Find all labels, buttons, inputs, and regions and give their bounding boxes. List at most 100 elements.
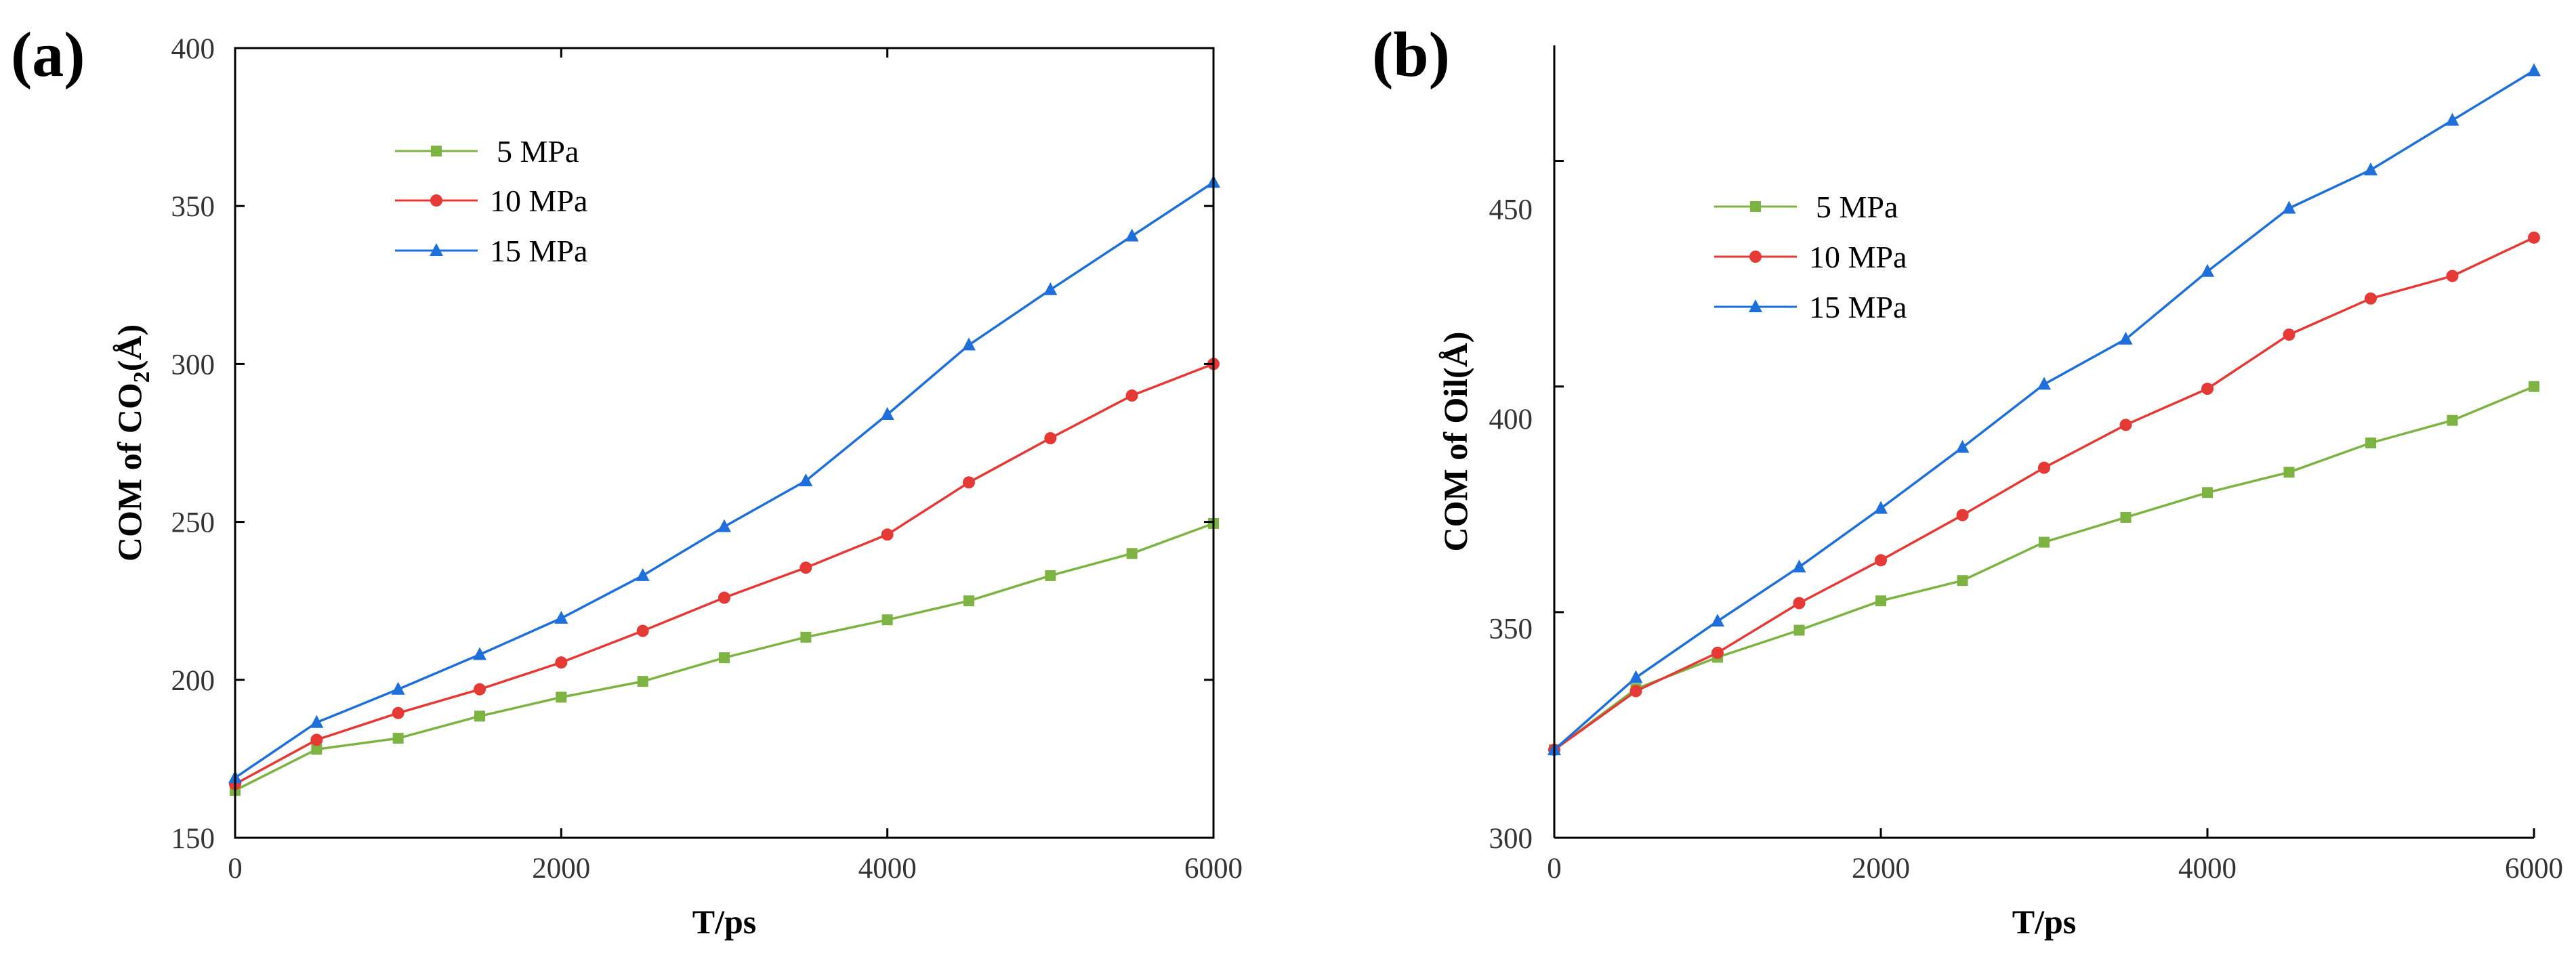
panel-b-ticks — [1553, 160, 2535, 839]
panel-a-point-10mpa-3 — [474, 683, 486, 696]
panel-a-ytick-label-3: 300 — [171, 349, 215, 381]
panel-a-y-axis-title-unit: (Å) — [110, 324, 148, 371]
panel-a-point-10mpa-11 — [1125, 389, 1138, 402]
panel-b-legend-marker-10mpa — [1749, 251, 1762, 263]
panel-b-line-10mpa — [1553, 236, 2535, 751]
panel-a-ytick-label-5: 400 — [171, 33, 215, 65]
panel-a-point-15mpa-2 — [391, 681, 405, 695]
panel-b-point-10mpa-10 — [2365, 292, 2377, 305]
panel-b-point-5mpa-6 — [2039, 536, 2050, 548]
panel-b-point-5mpa-7 — [2120, 511, 2132, 523]
panel-a-point-10mpa-4 — [555, 656, 568, 669]
panel-a-label: (a) — [11, 20, 85, 90]
panel-b-series-10mpa — [1548, 231, 2540, 756]
panel-a-legend-label-5mpa: 5 MPa — [497, 134, 579, 169]
panel-a-point-15mpa-11 — [1125, 228, 1139, 242]
panel-b-x-axis-title: T/ps — [2012, 903, 2077, 941]
panel-a-point-10mpa-1 — [310, 733, 323, 746]
panel-b-point-10mpa-6 — [2038, 461, 2050, 474]
panel-b: (b) 0 2000 4000 6000 300 350 400 450 T/p… — [1372, 20, 2563, 941]
panel-a-point-5mpa-2 — [392, 733, 404, 744]
panel-b-ytick-label-2: 400 — [1489, 404, 1533, 435]
panel-b-line-5mpa — [1553, 385, 2535, 751]
panel-b-point-5mpa-10 — [2365, 438, 2376, 448]
panel-a-point-15mpa-4 — [554, 610, 568, 624]
panel-b-point-5mpa-9 — [2283, 467, 2295, 478]
panel-a-point-5mpa-11 — [1126, 548, 1138, 559]
panel-a-point-5mpa-4 — [556, 691, 567, 703]
panel-a-point-5mpa-1 — [311, 744, 323, 755]
panel-a-point-15mpa-8 — [880, 407, 894, 421]
panel-a-point-15mpa-10 — [1043, 282, 1058, 295]
panel-b-point-15mpa-9 — [2282, 200, 2296, 214]
panel-a-point-15mpa-1 — [310, 715, 324, 728]
panel-a-legend-marker-15mpa — [430, 243, 443, 256]
panel-a-ytick-label-0: 150 — [171, 823, 215, 855]
panel-a-xtick-label-3: 6000 — [1184, 853, 1243, 885]
panel-b-legend-marker-5mpa — [1750, 201, 1761, 212]
panel-a-xtick-label-1: 2000 — [532, 853, 590, 885]
panel-b-point-10mpa-2 — [1711, 646, 1724, 659]
panel-a-series-5mpa — [230, 517, 1219, 796]
panel-b-series-15mpa — [1547, 63, 2541, 756]
panel-b-legend: 5 MPa 10 MPa 15 MPa — [1714, 190, 1907, 324]
panel-b-legend-label-5mpa: 5 MPa — [1816, 190, 1898, 224]
panel-a-point-10mpa-9 — [963, 476, 975, 489]
panel-b-legend-entry-10mpa: 10 MPa — [1714, 240, 1907, 274]
panel-a-line-10mpa — [234, 362, 1215, 786]
panel-a-legend-marker-5mpa — [431, 146, 442, 156]
panel-b-line-15mpa — [1553, 69, 2535, 751]
panel-b-y-axis-title-text: COM of Oil(Å) — [1436, 332, 1474, 552]
panel-b-series-5mpa — [1549, 381, 2539, 756]
panel-a-ytick-label-4: 350 — [171, 191, 215, 223]
panel-a-legend-entry-10mpa: 10 MPa — [395, 184, 587, 218]
panel-b-point-15mpa-7 — [2119, 331, 2133, 345]
panel-b-point-5mpa-11 — [2447, 414, 2458, 426]
panel-a-point-5mpa-8 — [881, 614, 893, 626]
panel-a-point-15mpa-7 — [799, 473, 813, 486]
panel-a-xtick-label-2: 4000 — [858, 853, 917, 885]
panel-b-ytick-label-3: 450 — [1489, 194, 1533, 226]
panel-b-point-15mpa-11 — [2445, 112, 2459, 126]
panel-b-point-5mpa-12 — [2529, 381, 2539, 392]
panel-a-ytick-label-2: 250 — [171, 507, 215, 539]
panel-b-point-10mpa-11 — [2446, 270, 2459, 282]
panel-b-xtick-label-3: 6000 — [2505, 853, 2563, 885]
panel-a-point-10mpa-10 — [1044, 432, 1057, 445]
panel-a-x-axis-title: T/ps — [692, 903, 757, 941]
panel-a-legend-label-15mpa: 15 MPa — [490, 234, 587, 268]
panel-a-axes-frame — [234, 47, 1215, 839]
panel-a-legend: 5 MPa 10 MPa 15 MPa — [395, 134, 587, 268]
panel-b-point-10mpa-9 — [2283, 328, 2295, 341]
panel-b-point-15mpa-3 — [1792, 559, 1806, 573]
panel-b-point-5mpa-3 — [1793, 624, 1805, 636]
panel-b-ytick-label-1: 350 — [1489, 614, 1533, 645]
panel-b-point-10mpa-5 — [1956, 509, 1969, 521]
panel-a-point-5mpa-5 — [637, 676, 648, 687]
panel-a-legend-marker-10mpa — [430, 194, 442, 207]
panel-b-legend-label-10mpa: 10 MPa — [1809, 240, 1907, 274]
panel-b-point-15mpa-1 — [1629, 670, 1643, 683]
panel-a-series-15mpa — [228, 175, 1220, 784]
panel-a-point-5mpa-10 — [1045, 570, 1056, 581]
panel-a-point-10mpa-6 — [718, 591, 730, 604]
panel-b-plot-area — [1547, 63, 2541, 756]
panel-b-point-10mpa-8 — [2201, 383, 2214, 396]
panel-b-point-10mpa-12 — [2528, 231, 2540, 244]
panel-b-point-15mpa-5 — [1955, 440, 1970, 453]
panel-b-y-axis-title: COM of Oil(Å) — [1436, 332, 1474, 552]
panel-a-y-axis-title: COM of CO2(Å) — [110, 324, 154, 561]
panel-a-point-5mpa-6 — [719, 652, 730, 664]
panel-b-point-10mpa-4 — [1875, 554, 1887, 567]
panel-b-label: (b) — [1372, 20, 1450, 90]
panel-b-legend-entry-15mpa: 15 MPa — [1714, 290, 1907, 324]
panel-b-legend-marker-15mpa — [1749, 299, 1762, 312]
panel-b-point-15mpa-2 — [1711, 614, 1724, 627]
panel-b-point-15mpa-4 — [1874, 500, 1888, 514]
panel-b-point-10mpa-1 — [1629, 685, 1642, 698]
panel-b-point-15mpa-6 — [2037, 377, 2051, 390]
panel-b-xtick-label-2: 4000 — [2178, 853, 2237, 885]
panel-a-point-10mpa-5 — [636, 624, 649, 637]
panel-a-point-15mpa-3 — [473, 647, 486, 660]
